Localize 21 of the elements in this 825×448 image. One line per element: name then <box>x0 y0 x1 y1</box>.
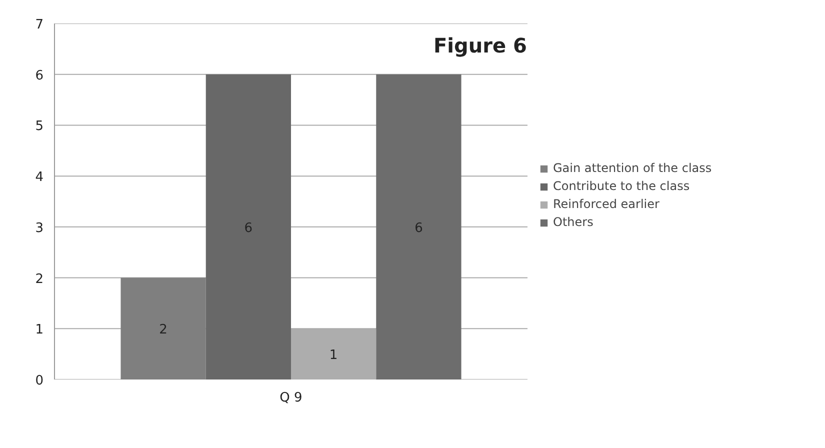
y-tick-label: 2 <box>35 272 44 287</box>
legend-label: Others <box>553 215 594 229</box>
data-label: 6 <box>414 220 423 236</box>
y-tick-label: 1 <box>35 322 44 338</box>
y-tick-label: 0 <box>35 374 44 388</box>
y-tick-label: 4 <box>35 170 44 186</box>
text: Figure 6 <box>434 34 527 58</box>
data-label: 1 <box>329 348 338 364</box>
y-tick-label: 6 <box>35 68 44 84</box>
y-tick-label: 7 <box>35 18 44 32</box>
bar <box>120 278 206 380</box>
y-tick-label: 3 <box>35 220 44 236</box>
data-label: 2 <box>159 322 168 338</box>
data-label: 6 <box>244 220 253 236</box>
bar <box>376 74 462 380</box>
bar <box>206 74 291 380</box>
x-tick-label: Q 9 <box>280 390 302 406</box>
legend-label: Gain attention of the class <box>553 161 712 175</box>
legend-label: Contribute to the class <box>553 179 690 193</box>
legend-label: Reinforced earlier <box>553 197 660 211</box>
y-tick-label: 5 <box>35 119 44 134</box>
